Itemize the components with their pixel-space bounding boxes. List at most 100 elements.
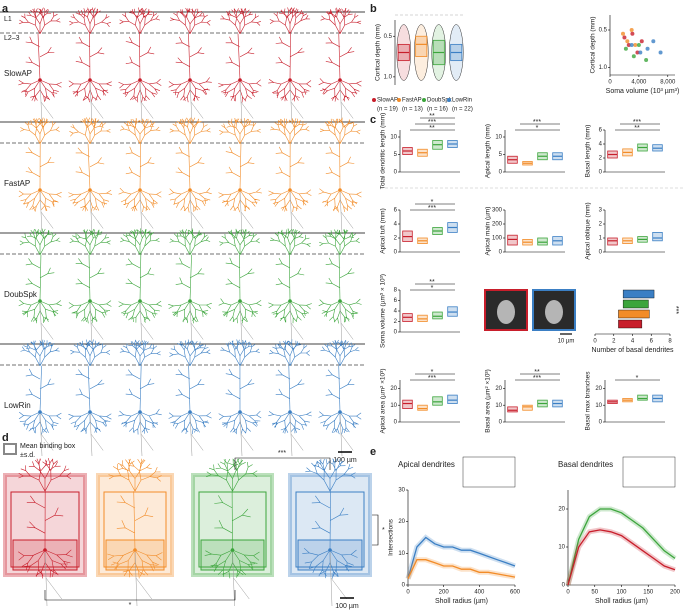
significance-stars: *** bbox=[533, 119, 541, 126]
scatter-point bbox=[629, 28, 634, 32]
y-tick-label: 3 bbox=[599, 208, 603, 214]
significance-stars: *** bbox=[672, 306, 679, 314]
significance-stars: *** bbox=[428, 119, 436, 126]
y-axis-label: Apical length (mm) bbox=[485, 124, 492, 178]
neuron-dendrite bbox=[18, 7, 62, 102]
box bbox=[417, 404, 428, 411]
legend-dot bbox=[372, 98, 376, 102]
legend-count: (n = 13) bbox=[402, 107, 423, 113]
neuron-dendrite bbox=[268, 118, 312, 213]
significance-stars: * bbox=[129, 602, 132, 609]
y-tick-label: 0 bbox=[599, 170, 603, 176]
legend-label: Mean binding box bbox=[20, 443, 76, 450]
scatter-point bbox=[622, 35, 627, 40]
neuron-dendrite bbox=[68, 228, 112, 324]
y-tick-label: 4 bbox=[599, 142, 603, 148]
legend-count: (n = 16) bbox=[427, 107, 448, 113]
x-tick-label: 0 bbox=[406, 590, 410, 596]
neuron-dendrite bbox=[318, 339, 362, 435]
violin bbox=[414, 24, 429, 81]
neuron-axon bbox=[189, 79, 204, 125]
box bbox=[402, 399, 413, 409]
scatter-point bbox=[625, 39, 630, 44]
scatter-point bbox=[623, 46, 628, 51]
y-tick-label: 10 bbox=[390, 403, 397, 409]
sholl-curve bbox=[407, 536, 516, 579]
legend-label: SlowAP bbox=[377, 98, 398, 104]
panel-label: d bbox=[2, 432, 9, 444]
x-tick-label: 100 bbox=[616, 590, 627, 596]
neuron-soma bbox=[338, 410, 342, 414]
y-tick-label: 1.0 bbox=[599, 65, 608, 71]
layer-label: L1 bbox=[4, 16, 12, 23]
y-tick-label: 20 bbox=[398, 519, 405, 525]
box bbox=[637, 394, 648, 401]
x-tick-label: 2 bbox=[612, 339, 616, 345]
significance-stars: *** bbox=[633, 119, 641, 126]
legend-count: (n = 19) bbox=[377, 107, 398, 113]
significance-stars: * bbox=[536, 125, 539, 132]
bar bbox=[622, 299, 649, 309]
x-tick-label: 8 bbox=[668, 339, 672, 345]
scatter-point bbox=[645, 46, 650, 51]
neuron-axon bbox=[189, 300, 204, 346]
x-axis-label: Number of basal dendrites bbox=[591, 347, 674, 354]
neuron-axon bbox=[39, 411, 54, 457]
y-tick-label: 20 bbox=[558, 507, 565, 513]
neuron-axon bbox=[289, 189, 304, 235]
neuron-dendrite bbox=[18, 117, 62, 212]
sholl-curve bbox=[567, 529, 676, 586]
neuron-dendrite bbox=[268, 7, 312, 102]
x-tick-label: 0 bbox=[566, 590, 570, 596]
y-axis-label: Basal length (mm) bbox=[585, 125, 592, 178]
y-axis-label: Apical tuft (mm) bbox=[380, 208, 387, 254]
y-tick-label: 20 bbox=[495, 386, 502, 392]
scatter-point bbox=[638, 50, 643, 55]
neuron-axon bbox=[189, 411, 204, 457]
significance-stars: *** bbox=[428, 205, 436, 212]
neuron-axon bbox=[289, 411, 304, 457]
binding-box bbox=[295, 491, 365, 568]
x-tick-label: 50 bbox=[591, 590, 598, 596]
neuron-soma bbox=[188, 78, 192, 82]
x-tick-label: 8,000 bbox=[660, 80, 676, 86]
x-tick-label: 200 bbox=[670, 590, 681, 596]
legend-label: ±s.d. bbox=[20, 452, 35, 459]
neuron-axon bbox=[339, 189, 354, 235]
box bbox=[652, 231, 663, 242]
group-label: LowRin bbox=[4, 401, 31, 410]
y-axis-label: Total dendritic length (mm) bbox=[380, 113, 387, 190]
x-tick-label: 6 bbox=[650, 339, 654, 345]
scatter-point bbox=[630, 31, 635, 36]
box bbox=[537, 237, 548, 246]
y-axis-label: Basal area (µm² ×10³) bbox=[485, 369, 492, 433]
significance-stars: ** bbox=[429, 113, 435, 120]
bar bbox=[622, 289, 655, 299]
neuron-axon bbox=[134, 549, 152, 607]
x-tick-label: 200 bbox=[439, 590, 450, 596]
neuron-soma bbox=[188, 299, 192, 303]
y-axis-label: Cortical depth (mm) bbox=[590, 16, 597, 73]
group-label: SlowAP bbox=[4, 69, 32, 78]
x-axis-label: Sholl radius (µm) bbox=[435, 598, 488, 605]
inset-frame bbox=[622, 456, 676, 488]
y-axis-label: Soma volume (µm³ × 10³) bbox=[380, 274, 387, 348]
neuron-soma bbox=[138, 410, 142, 414]
significance-stars: * bbox=[636, 375, 639, 382]
y-tick-label: 0 bbox=[402, 583, 406, 589]
neuron-dendrite bbox=[118, 228, 162, 323]
neuron-dendrite bbox=[268, 339, 312, 434]
scale-label: 100 µm bbox=[335, 603, 359, 610]
neuron-axon bbox=[139, 79, 154, 125]
neuron-dendrite bbox=[204, 458, 260, 579]
neuron-axon bbox=[139, 300, 154, 346]
legend-dot bbox=[447, 98, 451, 102]
neuron-dendrite bbox=[218, 228, 262, 324]
neuron-dendrite bbox=[302, 458, 358, 579]
neuron-soma bbox=[138, 299, 142, 303]
y-tick-label: 0 bbox=[394, 420, 398, 426]
neuron-dendrite bbox=[268, 228, 312, 324]
neuron-soma bbox=[288, 410, 292, 414]
y-axis-label: Apical oblique (mm) bbox=[585, 202, 592, 259]
